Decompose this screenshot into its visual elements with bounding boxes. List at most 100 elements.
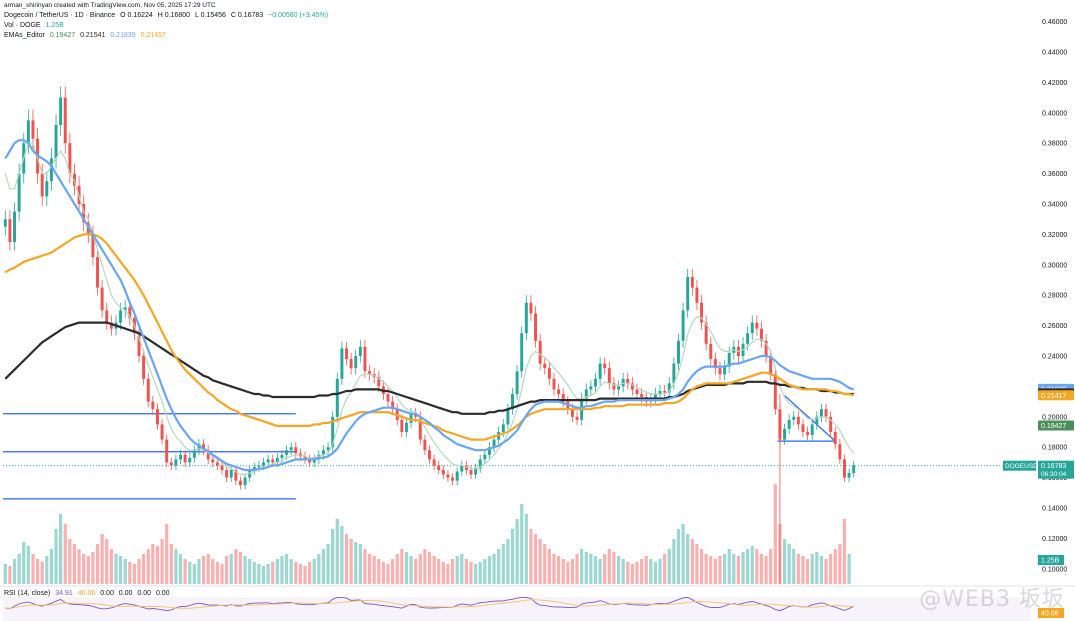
candle-body: [428, 450, 431, 460]
ema-value-2: 0.21541: [80, 32, 106, 39]
candle-body: [368, 371, 372, 375]
ema-value-4: 0.21457: [140, 32, 166, 39]
ema-price-label: 0.19427: [1041, 423, 1066, 430]
candle-body: [238, 480, 242, 486]
ema-line: EMAs_Editor 0.19427 0.21541 0.21839 0.21…: [4, 31, 166, 40]
volume-bar: [312, 559, 316, 584]
volume-bar: [621, 559, 625, 584]
candle-body: [123, 307, 127, 311]
volume-bar: [220, 564, 224, 584]
volume-bar: [381, 562, 386, 584]
volume-bar: [695, 544, 699, 584]
volume-bar: [132, 564, 137, 584]
volume-bar: [59, 514, 63, 584]
candle-body: [446, 474, 450, 478]
volume-bar: [810, 554, 814, 584]
candle-body: [819, 409, 823, 417]
candle-body: [718, 368, 722, 375]
candle-body: [13, 211, 17, 242]
candle-body: [271, 459, 275, 463]
candle-body: [829, 416, 833, 432]
candle-body: [331, 416, 335, 448]
candle-body: [192, 450, 196, 458]
volume-bar: [483, 559, 487, 584]
last-price-label: 0.16783: [1041, 463, 1066, 470]
candle-body: [100, 287, 104, 311]
volume-bar: [746, 549, 750, 584]
ohlc-low: L 0.15456: [195, 12, 226, 19]
candle-body: [215, 462, 219, 466]
candle-body: [303, 456, 307, 460]
volume-bar: [566, 562, 570, 584]
candle-body: [234, 470, 238, 481]
volume-bar: [280, 556, 284, 584]
candle-body: [377, 377, 381, 387]
volume-bar: [335, 519, 339, 584]
volume-bar: [8, 566, 12, 584]
candle-body: [598, 363, 602, 379]
volume-bar: [487, 556, 492, 584]
candle-body: [487, 447, 491, 455]
rsi-v3: 0.00: [100, 590, 114, 597]
candle-body: [709, 343, 713, 360]
volume-bar: [238, 552, 243, 584]
volume-bar: [663, 554, 667, 584]
volume-bar: [520, 504, 524, 584]
volume-bar: [261, 566, 266, 584]
volume-bar: [252, 562, 256, 584]
volume-bar: [833, 549, 837, 584]
ticker-bg: [1003, 460, 1036, 471]
candle-body: [469, 470, 473, 475]
volume-bar: [211, 559, 215, 584]
candle-body: [524, 302, 528, 334]
volume-bar: [805, 559, 810, 584]
candle-body: [617, 386, 621, 390]
ema-fast-line: [4, 142, 855, 476]
volume-bar: [326, 544, 330, 584]
volume-bar: [91, 552, 95, 584]
volume-bar: [367, 554, 372, 584]
candle-body: [787, 419, 791, 429]
candle-body: [842, 459, 846, 478]
volume-bar: [363, 549, 367, 584]
candle-body: [796, 416, 800, 425]
volume-bar: [819, 556, 824, 584]
candle-body: [621, 378, 625, 387]
volume-bar: [630, 564, 634, 584]
volume-bar: [3, 564, 7, 584]
candle-body: [640, 394, 644, 398]
volume-bar: [469, 562, 473, 584]
ema-price-label-bg: [1038, 390, 1074, 401]
volume-bar: [478, 562, 482, 584]
candle-body: [695, 287, 699, 303]
candle-body: [570, 409, 574, 417]
volume-bar: [847, 554, 851, 584]
y-tick-label: 0.44000: [1042, 50, 1067, 57]
volume-bar: [109, 549, 113, 584]
y-tick-label: 0.14000: [1042, 506, 1067, 513]
volume-bar: [653, 562, 658, 584]
candle-body: [515, 371, 519, 394]
volume-bar: [570, 559, 575, 584]
ema-value-3: 0.21839: [110, 32, 136, 39]
volume-bar: [773, 484, 777, 584]
volume-bar: [699, 549, 704, 584]
volume-bar: [284, 554, 289, 584]
volume-bar: [584, 552, 588, 584]
candle-body: [142, 356, 146, 379]
volume-bar: [533, 534, 538, 584]
volume-bar: [225, 556, 229, 584]
volume-bar: [72, 544, 77, 584]
candle-body: [206, 450, 210, 460]
ema-value-1: 0.19427: [49, 32, 76, 39]
y-tick-label: 0.20000: [1042, 414, 1067, 421]
candle-body: [340, 348, 344, 379]
candle-body: [109, 322, 113, 329]
ohlc-change: −0.00560 (+3.45%): [268, 12, 329, 19]
volume-bar: [215, 562, 220, 584]
candle-body: [363, 346, 367, 372]
candle-body: [275, 457, 279, 463]
volume-bar: [686, 534, 690, 584]
volume-bar: [17, 554, 21, 584]
